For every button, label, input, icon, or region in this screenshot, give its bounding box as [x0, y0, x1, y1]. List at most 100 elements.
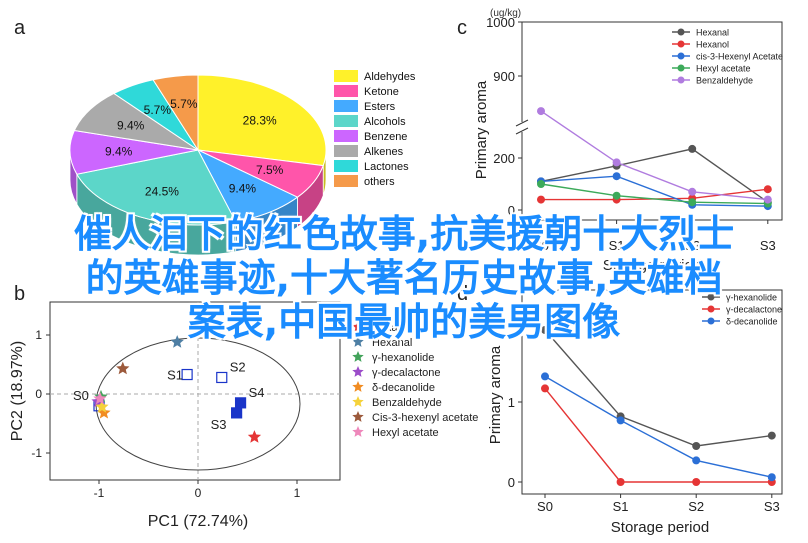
legend-label-b-4: δ-decanolide [372, 382, 435, 394]
x-tick-label-d: S3 [764, 499, 780, 514]
compound-point-7 [93, 391, 107, 405]
legend-label-b-5: Benzaldehyde [372, 397, 442, 409]
panel-label-d: d [457, 283, 468, 305]
series-point-c-4 [537, 107, 545, 116]
axis-break-mark-bottom [515, 127, 529, 135]
series-point-c-1 [763, 185, 772, 194]
pie-label-lactones: 5.7% [144, 103, 172, 117]
plot-frame-c [521, 21, 783, 221]
series-line-c-2 [540, 175, 768, 207]
legend-swatch-ketone [334, 85, 358, 97]
x-tick-label-c: S3 [760, 238, 776, 253]
x-tick-label-d: S1 [613, 499, 629, 514]
legend-label-lactones: Lactones [364, 161, 409, 173]
legend-label-b-0: Hexanol [372, 322, 412, 334]
legend-swatch-others [334, 175, 358, 187]
pie-slice-aldehydes [197, 74, 327, 167]
y-tick-label-c: 200 [493, 151, 515, 166]
series-line-c-3 [540, 183, 768, 205]
y-tick-label-c: 1000 [486, 15, 515, 30]
pie-label-alcohols: 24.5% [145, 184, 179, 198]
series-point-d-2 [692, 456, 701, 465]
compound-point-1 [170, 335, 184, 348]
y-tick-label-c: 0 [508, 203, 515, 218]
series-point-c-2 [612, 172, 621, 181]
legend-label-c-1: Hexanol [696, 40, 729, 50]
sample-marker-s3 [231, 407, 243, 419]
compound-point-5 [95, 400, 109, 413]
sample-label-s0: S0 [73, 388, 89, 403]
plot-frame-d [521, 289, 783, 495]
pie-chart-a: 28.3%7.5%9.4%24.5%9.4%9.4%5.7% 5.7% [69, 74, 327, 256]
series-point-d-2 [541, 372, 549, 381]
legend-label-alcohols: Alcohols [364, 116, 406, 128]
y-tick-label-d: 1 [508, 395, 515, 410]
legend-label-benzene: Benzene [364, 131, 407, 143]
sample-label-s2: S2 [230, 359, 246, 374]
y-tick-label-b: 0 [35, 387, 42, 401]
legend-marker-b-4 [352, 381, 364, 392]
x-axis-label-b: PC1 (72.74%) [148, 513, 249, 530]
pie-legend-a: Aldehydes Ketone Esters Alcohols Benzene Alke… [334, 70, 416, 188]
axis-break-gap [516, 122, 530, 132]
y-tick-label-d: 0 [508, 475, 515, 490]
pie-label-esters: 9.4% [229, 182, 257, 196]
sample-marker-s1 [181, 368, 193, 381]
series-point-d-1 [692, 478, 701, 486]
legend-swatch-lactones [334, 160, 358, 172]
sample-marker-s2 [216, 371, 228, 384]
series-point-d-1 [616, 478, 625, 486]
legend-marker-c-1 [677, 40, 685, 48]
legend-swatch-esters [334, 100, 358, 112]
x-tick-label-d: S2 [688, 499, 704, 514]
legend-label-c-4: Benzaldehyde [696, 76, 753, 86]
series-line-d-1 [544, 387, 772, 483]
legend-marker-d-2 [707, 317, 715, 325]
series-point-c-4 [763, 195, 772, 204]
panel-label-b: b [14, 283, 25, 305]
pie-slice-benzene [69, 129, 199, 175]
y-axis-label-d: Primary aroma [487, 345, 504, 444]
pie-label-aldehydes: 28.3% [243, 114, 277, 128]
compound-point-6 [116, 361, 130, 375]
legend-marker-c-2 [677, 52, 685, 60]
pie-slice-alkenes [73, 92, 199, 151]
legend-label-b-6: Cis-3-hexenyl acetate [372, 412, 478, 424]
legend-marker-d-1 [707, 305, 715, 313]
compound-point-4 [97, 405, 111, 419]
series-point-d-0 [692, 442, 701, 450]
legend-label-b-2: γ-hexanolide [372, 352, 434, 364]
series-point-d-2 [767, 473, 776, 482]
legend-label-b-1: Hexanal [372, 337, 412, 349]
sample-label-s4: S4 [249, 385, 265, 400]
x-tick-label-c: S1 [609, 238, 625, 253]
series-point-c-3 [688, 198, 697, 207]
legend-label-c-0: Hexanal [696, 28, 729, 38]
pie-label-benzene: 9.4% [105, 145, 133, 159]
x-tick-label-c: S0 [533, 238, 549, 253]
y-axis-label-c: Primary aroma [473, 80, 490, 179]
series-point-d-2 [616, 416, 625, 425]
legend-label-others: others [364, 176, 395, 188]
x-axis-label-d: Storage period [611, 519, 709, 536]
series-point-d-0 [541, 326, 549, 334]
series-point-c-4 [688, 187, 697, 196]
legend-label-c-3: Hexyl acetate [696, 64, 751, 74]
axis-break-mark-top [515, 119, 529, 127]
plot-frame-b [49, 301, 341, 481]
panel-label-a: a [14, 17, 26, 39]
legend-marker-c-0 [677, 28, 685, 36]
legend-marker-b-5 [352, 396, 364, 407]
legend-marker-b-1 [352, 336, 364, 347]
x-tick-label-b: 0 [195, 486, 202, 500]
legend-marker-b-6 [352, 411, 364, 422]
pie-slice-esters [196, 148, 299, 223]
series-line-c-0 [540, 148, 769, 203]
line-chart-d: 0 1 S0 S1 S2 S3 Storage period Primary aroma γ-h… [487, 289, 783, 536]
series-line-d-2 [544, 375, 772, 478]
panel-label-c: c [457, 17, 467, 39]
legend-marker-b-3 [352, 366, 364, 377]
legend-marker-d-0 [707, 293, 715, 301]
pie-label-others: 5.7% [170, 97, 198, 111]
y-tick-label-c: 900 [493, 69, 515, 84]
